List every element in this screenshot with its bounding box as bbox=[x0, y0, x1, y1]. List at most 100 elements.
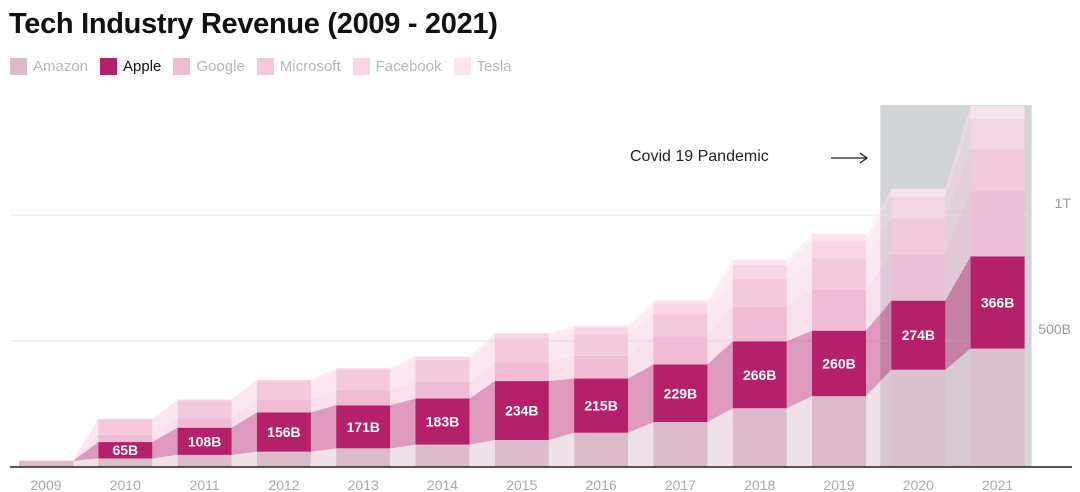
bar-amazon-2017[interactable] bbox=[653, 422, 708, 467]
band-microsoft bbox=[945, 148, 971, 255]
legend-item-tesla[interactable]: Tesla bbox=[453, 58, 512, 75]
bar-facebook-2011[interactable] bbox=[177, 399, 232, 401]
bar-amazon-2009[interactable] bbox=[19, 460, 73, 467]
bar-facebook-2017[interactable] bbox=[653, 303, 708, 314]
band-facebook bbox=[628, 303, 654, 335]
bar-google-2011[interactable] bbox=[177, 418, 232, 428]
bar-amazon-2010[interactable] bbox=[98, 458, 153, 467]
bar-microsoft-2011[interactable] bbox=[177, 400, 232, 419]
band-google bbox=[390, 381, 416, 406]
band-microsoft bbox=[866, 218, 892, 290]
bar-google-2018[interactable] bbox=[732, 306, 787, 342]
band-apple bbox=[866, 300, 892, 397]
bar-google-2013[interactable] bbox=[336, 390, 391, 406]
bar-apple-2016[interactable] bbox=[574, 378, 629, 433]
legend-item-google[interactable]: Google bbox=[173, 58, 245, 75]
bar-google-2020[interactable] bbox=[891, 254, 946, 301]
bar-tesla-2015[interactable] bbox=[494, 332, 549, 334]
bar-tesla-2017[interactable] bbox=[653, 300, 708, 304]
bar-apple-2017[interactable] bbox=[653, 364, 708, 423]
band-microsoft bbox=[628, 313, 654, 356]
bar-google-2021[interactable] bbox=[970, 191, 1025, 257]
band-tesla bbox=[390, 356, 416, 369]
band-google bbox=[73, 434, 99, 461]
bar-tesla-2018[interactable] bbox=[732, 259, 787, 265]
bar-apple-2010[interactable] bbox=[98, 442, 153, 459]
bar-facebook-2018[interactable] bbox=[732, 264, 787, 280]
bar-facebook-2013[interactable] bbox=[336, 368, 391, 371]
bar-facebook-2014[interactable] bbox=[415, 356, 470, 360]
bar-facebook-2021[interactable] bbox=[970, 119, 1025, 149]
bar-apple-2015[interactable] bbox=[494, 381, 549, 441]
legend-item-amazon[interactable]: Amazon bbox=[10, 58, 88, 75]
legend-item-microsoft[interactable]: Microsoft bbox=[256, 58, 341, 75]
bar-apple-2014[interactable] bbox=[415, 398, 470, 445]
bar-amazon-2019[interactable] bbox=[812, 396, 866, 467]
bar-facebook-2012[interactable] bbox=[256, 379, 311, 382]
bar-microsoft-2017[interactable] bbox=[653, 313, 708, 337]
legend-item-facebook[interactable]: Facebook bbox=[352, 58, 442, 75]
bar-microsoft-2021[interactable] bbox=[970, 148, 1025, 192]
bar-amazon-2012[interactable] bbox=[256, 451, 311, 467]
bar-amazon-2021[interactable] bbox=[970, 348, 1025, 467]
bar-facebook-2016[interactable] bbox=[574, 327, 629, 335]
legend-item-apple[interactable]: Apple bbox=[100, 58, 161, 75]
bar-tesla-2016[interactable] bbox=[574, 325, 629, 328]
bar-microsoft-2014[interactable] bbox=[415, 359, 470, 382]
bar-facebook-2019[interactable] bbox=[812, 240, 866, 259]
bar-microsoft-2015[interactable] bbox=[494, 338, 549, 363]
bar-microsoft-2018[interactable] bbox=[732, 279, 787, 307]
bar-google-2019[interactable] bbox=[812, 289, 866, 331]
bar-facebook-2010[interactable] bbox=[98, 418, 153, 420]
bar-amazon-2013[interactable] bbox=[336, 448, 391, 467]
bar-amazon-2018[interactable] bbox=[732, 408, 787, 467]
band-google bbox=[628, 336, 654, 379]
band-amazon bbox=[231, 451, 257, 467]
bar-amazon-2014[interactable] bbox=[415, 444, 470, 467]
band-apple bbox=[786, 330, 812, 409]
bar-microsoft-2010[interactable] bbox=[98, 419, 153, 435]
bar-google-2017[interactable] bbox=[653, 336, 708, 365]
band-microsoft bbox=[390, 359, 416, 391]
band-facebook bbox=[707, 264, 733, 314]
bar-apple-2021[interactable] bbox=[970, 256, 1025, 349]
bar-facebook-2015[interactable] bbox=[494, 333, 549, 339]
bar-google-2015[interactable] bbox=[494, 362, 549, 382]
bar-tesla-2020[interactable] bbox=[891, 188, 946, 197]
bar-amazon-2011[interactable] bbox=[177, 454, 232, 467]
bar-amazon-2020[interactable] bbox=[891, 369, 946, 467]
bar-microsoft-2012[interactable] bbox=[256, 381, 311, 400]
bar-facebook-2020[interactable] bbox=[891, 196, 946, 219]
band-tesla bbox=[786, 233, 812, 265]
bar-tesla-2014[interactable] bbox=[415, 356, 470, 357]
bar-microsoft-2019[interactable] bbox=[812, 258, 866, 290]
bar-apple-2019[interactable] bbox=[812, 330, 866, 397]
bar-microsoft-2016[interactable] bbox=[574, 334, 629, 356]
bar-apple-2018[interactable] bbox=[732, 341, 787, 409]
legend-label-facebook: Facebook bbox=[375, 58, 442, 75]
bar-google-2012[interactable] bbox=[256, 399, 311, 413]
x-tick-label-2016: 2016 bbox=[586, 477, 617, 492]
chart-title: Tech Industry Revenue (2009 - 2021) bbox=[9, 8, 498, 40]
bar-apple-2013[interactable] bbox=[336, 405, 391, 449]
bar-google-2016[interactable] bbox=[574, 355, 629, 379]
band-tesla bbox=[310, 367, 337, 380]
bar-microsoft-2013[interactable] bbox=[336, 370, 391, 391]
bar-google-2014[interactable] bbox=[415, 381, 470, 399]
bar-google-2010[interactable] bbox=[98, 434, 153, 443]
covid-annotation: Covid 19 Pandemic bbox=[630, 148, 769, 165]
bar-amazon-2015[interactable] bbox=[494, 440, 549, 467]
bar-apple-2012[interactable] bbox=[256, 412, 311, 452]
bar-apple-2020[interactable] bbox=[891, 300, 946, 370]
bar-microsoft-2020[interactable] bbox=[891, 218, 946, 255]
band-google bbox=[866, 254, 892, 331]
band-google bbox=[548, 355, 575, 382]
bar-tesla-2013[interactable] bbox=[336, 367, 391, 369]
band-facebook bbox=[866, 196, 892, 259]
bar-tesla-2019[interactable] bbox=[812, 233, 866, 241]
bar-tesla-2021[interactable] bbox=[970, 105, 1025, 120]
band-tesla bbox=[866, 188, 892, 241]
bar-amazon-2016[interactable] bbox=[574, 432, 629, 467]
bar-apple-2011[interactable] bbox=[177, 427, 232, 455]
band-facebook bbox=[786, 240, 812, 280]
